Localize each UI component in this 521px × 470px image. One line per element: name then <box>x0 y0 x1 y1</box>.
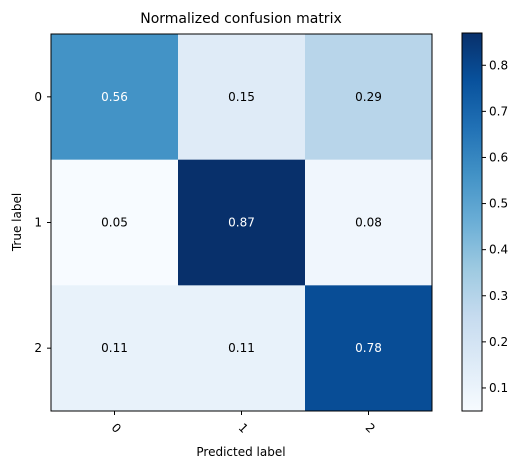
x-axis-ticks: 0 1 2 <box>109 411 378 436</box>
heatmap-cell-2-0 <box>51 285 179 412</box>
x-tick-label-0: 0 <box>109 421 124 436</box>
cell-value-2-0: 0.11 <box>101 341 128 355</box>
colorbar-ticks: 0.1 0.2 0.3 0.4 0.5 0.6 0.7 0.8 <box>482 58 508 395</box>
heatmap-cells: 0.56 0.15 0.29 0.05 0.87 0.08 0.11 0.11 0.78 <box>51 34 433 412</box>
colorbar-tick-label-5: 0.6 <box>489 150 508 164</box>
colorbar <box>461 32 483 412</box>
heatmap-cell-1-2 <box>305 159 433 286</box>
heatmap-cell-2-1 <box>178 285 306 412</box>
colorbar-tick-label-0: 0.1 <box>489 381 508 395</box>
y-axis-label: True label <box>10 193 24 252</box>
x-tick-label-2: 2 <box>363 421 378 436</box>
cell-value-0-1: 0.15 <box>228 90 255 104</box>
x-axis-label: Predicted label <box>196 445 285 459</box>
y-tick-label-0: 0 <box>34 90 42 104</box>
heatmap-cell-2-2 <box>305 285 433 412</box>
y-tick-label-1: 1 <box>34 216 42 230</box>
y-tick-label-2: 2 <box>34 341 42 355</box>
colorbar-tick-label-7: 0.8 <box>489 58 508 72</box>
y-axis-ticks: 0 1 2 <box>34 90 51 355</box>
cell-value-1-0: 0.05 <box>101 216 128 230</box>
colorbar-tick-label-1: 0.2 <box>489 335 508 349</box>
cell-value-0-0: 0.56 <box>101 90 128 104</box>
colorbar-tick-label-4: 0.5 <box>489 197 508 211</box>
cell-value-1-2: 0.08 <box>355 216 382 230</box>
heatmap-cell-0-2 <box>305 34 433 161</box>
heatmap-cell-1-0 <box>51 159 179 286</box>
cell-value-1-1: 0.87 <box>228 216 255 230</box>
cell-value-2-2: 0.78 <box>355 341 382 355</box>
chart-title: Normalized confusion matrix <box>140 11 342 27</box>
cell-value-2-1: 0.11 <box>228 341 255 355</box>
x-tick-label-1: 1 <box>236 421 251 436</box>
cell-value-0-2: 0.29 <box>355 90 382 104</box>
colorbar-tick-label-6: 0.7 <box>489 104 508 118</box>
heatmap-cell-0-1 <box>178 34 306 161</box>
colorbar-tick-label-2: 0.3 <box>489 289 508 303</box>
heatmap-cell-0-0 <box>51 34 179 161</box>
heatmap-cell-1-1 <box>178 159 306 286</box>
colorbar-tick-label-3: 0.4 <box>489 243 508 257</box>
